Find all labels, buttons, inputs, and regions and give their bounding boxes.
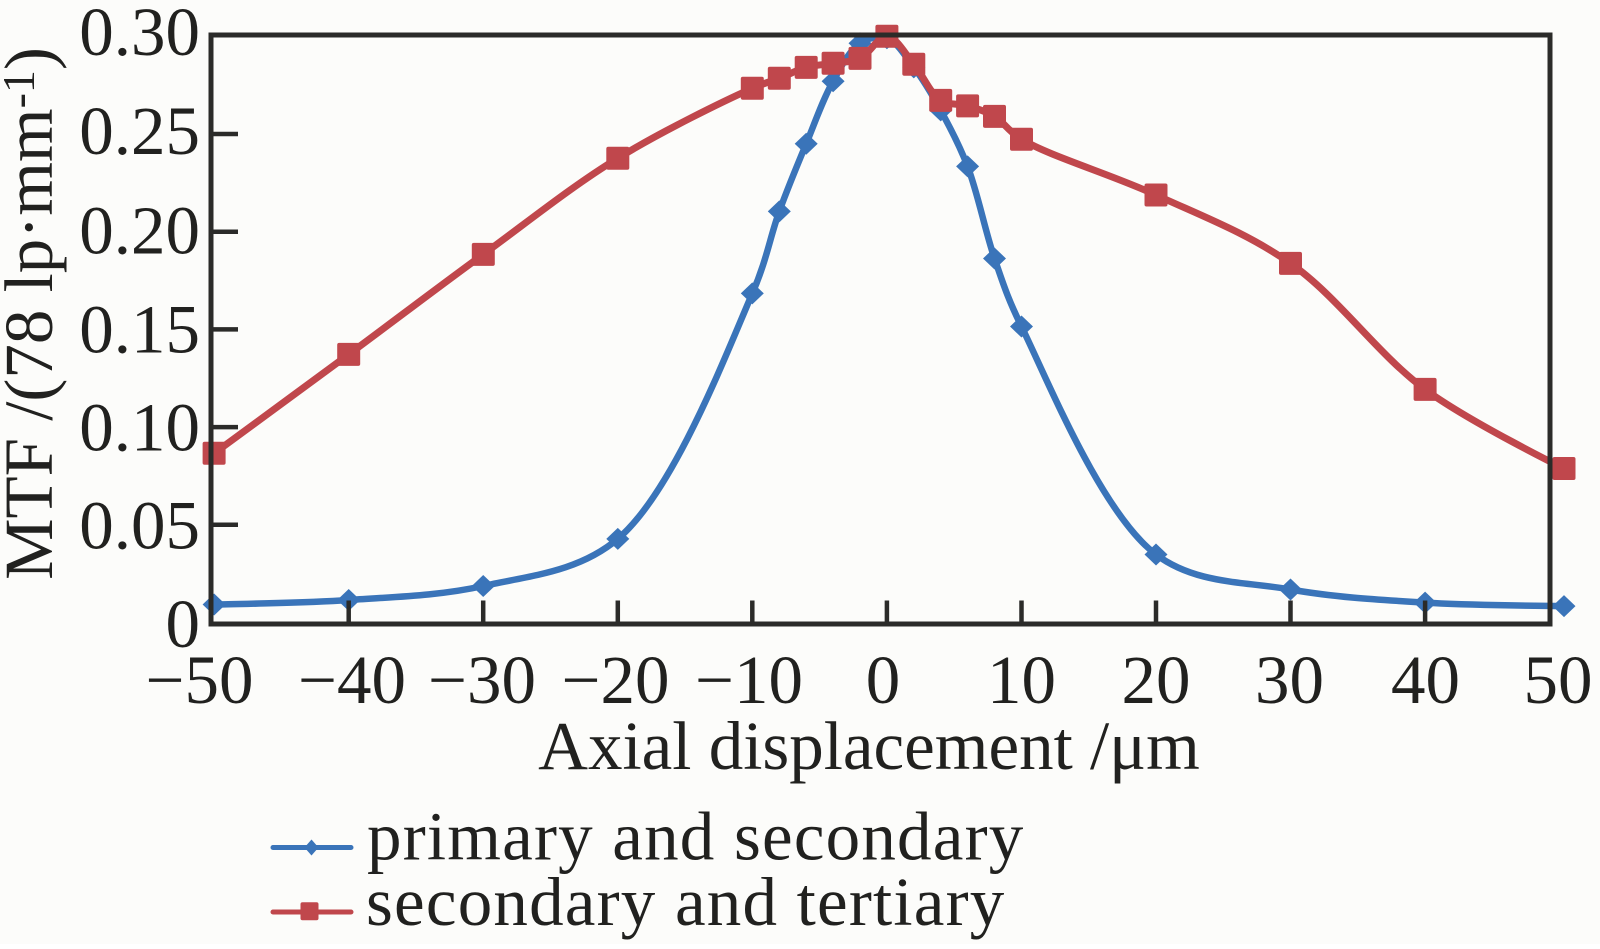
svg-text:0.10: 0.10 [79, 389, 200, 465]
svg-text:0.05: 0.05 [79, 487, 200, 563]
svg-text:secondary and tertiary: secondary and tertiary [366, 864, 1005, 940]
svg-text:40: 40 [1391, 642, 1460, 718]
svg-text:MTF /(78 lp·mm-1): MTF /(78 lp·mm-1) [0, 47, 67, 580]
svg-text:10: 10 [987, 642, 1056, 718]
svg-text:20: 20 [1122, 642, 1191, 718]
svg-text:primary and secondary: primary and secondary [367, 799, 1024, 875]
svg-text:Axial displacement /μm: Axial displacement /μm [538, 708, 1200, 784]
svg-text:−50: −50 [146, 642, 254, 718]
svg-text:30: 30 [1255, 642, 1324, 718]
svg-text:0.15: 0.15 [79, 291, 200, 367]
svg-text:0.25: 0.25 [79, 93, 200, 169]
svg-text:−40: −40 [298, 642, 406, 718]
svg-text:−20: −20 [562, 642, 670, 718]
svg-text:−10: −10 [695, 642, 803, 718]
svg-text:0.20: 0.20 [79, 192, 200, 268]
svg-text:50: 50 [1524, 642, 1593, 718]
svg-text:0.30: 0.30 [79, 0, 200, 70]
svg-text:−30: −30 [428, 642, 536, 718]
svg-text:0: 0 [866, 642, 901, 718]
svg-text:0: 0 [166, 586, 201, 662]
